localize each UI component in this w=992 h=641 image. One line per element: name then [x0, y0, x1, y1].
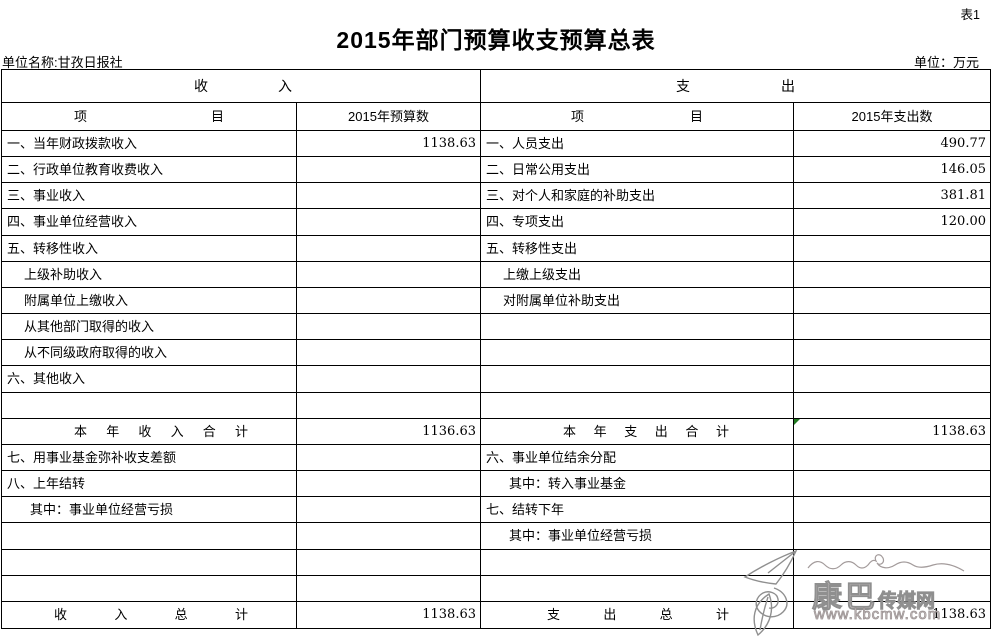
income-item-cell: [2, 523, 297, 550]
expense-value-cell: 381.81: [794, 183, 990, 210]
expense-amount-column-header: 2015年支出数: [794, 103, 990, 131]
expense-value-cell: 146.05: [794, 157, 990, 184]
income-value-cell: [297, 497, 481, 524]
income-value-cell: [297, 261, 481, 288]
expense-value-cell: [794, 393, 990, 419]
expense-item-cell: [481, 549, 794, 576]
income-amount-column-header: 2015年预算数: [297, 103, 481, 131]
income-section-header: 收入: [2, 70, 481, 103]
expense-value-cell: 490.77: [794, 131, 990, 158]
expense-item-cell: 四、专项支出: [481, 209, 794, 236]
expense-item-cell: 三、对个人和家庭的补助支出: [481, 183, 794, 210]
expense-value-cell: [794, 576, 990, 602]
expense-item-cell: 对附属单位补助支出: [481, 287, 794, 315]
income-value-cell: [297, 340, 481, 367]
income-item-cell: 四、事业单位经营收入: [2, 209, 297, 236]
expense-item-cell: [481, 340, 794, 367]
income-item-cell: 七、用事业基金弥补收支差额: [2, 444, 297, 472]
income-item-cell: 五、转移性收入: [2, 235, 297, 262]
expense-value-cell: [794, 550, 990, 576]
income-item-cell: [2, 549, 297, 576]
income-item-cell: 附属单位上缴收入: [2, 287, 297, 315]
expense-value-cell: [794, 471, 990, 498]
expense-item-cell: 六、事业单位结余分配: [481, 444, 794, 472]
expense-value-cell: [794, 236, 990, 262]
expense-item-cell: 一、人员支出: [481, 131, 794, 158]
income-grand-total-value: 1138.63: [297, 601, 481, 628]
expense-item-cell: [481, 366, 794, 393]
income-item-cell: 三、事业收入: [2, 183, 297, 210]
unit-of-measure-label: 单位：万元: [913, 55, 979, 70]
income-item-cell: 从其他部门取得的收入: [2, 314, 297, 341]
table-body: 一、当年财政拨款收入 1138.63 一、人员支出 490.77 二、行政单位教…: [2, 131, 990, 628]
income-item-cell: 二、行政单位教育收费收入: [2, 157, 297, 184]
income-value-cell: [297, 314, 481, 341]
sheet-number-tag: 表1: [960, 8, 980, 22]
income-value-cell: [297, 471, 481, 498]
income-value-cell: [297, 444, 481, 472]
expense-section-header: 支出: [481, 70, 990, 103]
expense-item-cell: [481, 392, 794, 419]
income-item-cell: 六、其他收入: [2, 366, 297, 393]
expense-item-column-header: 项目: [481, 103, 794, 131]
income-item-cell: 八、上年结转: [2, 471, 297, 498]
expense-value-cell: [794, 262, 990, 288]
expense-item-cell: [481, 575, 794, 602]
income-value-cell: [297, 287, 481, 315]
income-item-cell: [2, 575, 297, 602]
income-value-cell: [297, 157, 481, 184]
expense-value-cell: 120.00: [794, 209, 990, 236]
expense-value-cell: [794, 497, 990, 524]
page-title: 2015年部门预算收支预算总表: [336, 27, 656, 53]
income-item-cell: 上级补助收入: [2, 261, 297, 288]
income-value-cell: [297, 549, 481, 576]
income-annual-total-value: 1136.63: [297, 418, 481, 445]
expense-value-cell: [794, 314, 990, 341]
income-item-cell: [2, 392, 297, 419]
table-header: 收入 支出 项目 2015年预算数 项目 2015年支出数: [2, 70, 990, 131]
income-value-cell: [297, 392, 481, 419]
income-item-cell: 从不同级政府取得的收入: [2, 340, 297, 367]
income-item-column-header: 项目: [2, 103, 297, 131]
income-annual-total-label: 本年收入合计: [2, 418, 297, 445]
expense-item-cell: [481, 314, 794, 341]
income-value-cell: [297, 183, 481, 210]
expense-grand-total-value: 1138.63: [932, 606, 986, 622]
expense-value-cell: [794, 340, 990, 367]
expense-item-cell: 二、日常公用支出: [481, 157, 794, 184]
income-grand-total-label: 收入总计: [2, 601, 297, 628]
budget-table: 收入 支出 项目 2015年预算数 项目 2015年支出数 一、当年财政拨款收入…: [1, 69, 991, 629]
expense-item-cell: 七、结转下年: [481, 497, 794, 524]
income-value-cell: [297, 235, 481, 262]
expense-value-cell: [794, 288, 990, 315]
expense-value-cell: [794, 523, 990, 550]
expense-value-cell: [794, 445, 990, 472]
expense-item-cell: 其中：转入事业基金: [481, 471, 794, 498]
income-value-cell: 1138.63: [297, 131, 481, 158]
income-value-cell: [297, 523, 481, 550]
expense-item-cell: 五、转移性支出: [481, 235, 794, 262]
income-value-cell: [297, 575, 481, 602]
expense-annual-total-label: 本年支出合计: [481, 418, 794, 445]
income-value-cell: [297, 209, 481, 236]
income-item-cell: 其中：事业单位经营亏损: [2, 497, 297, 524]
expense-item-cell: 上缴上级支出: [481, 261, 794, 288]
expense-value-cell: [794, 366, 990, 393]
expense-item-cell: 其中：事业单位经营亏损: [481, 523, 794, 550]
income-value-cell: [297, 366, 481, 393]
expense-annual-total-value: 1138.63: [794, 418, 990, 445]
unit-name-label: 单位名称:甘孜日报社: [2, 55, 123, 70]
expense-grand-total-label: 支出总计: [481, 601, 794, 628]
income-item-cell: 一、当年财政拨款收入: [2, 131, 297, 158]
